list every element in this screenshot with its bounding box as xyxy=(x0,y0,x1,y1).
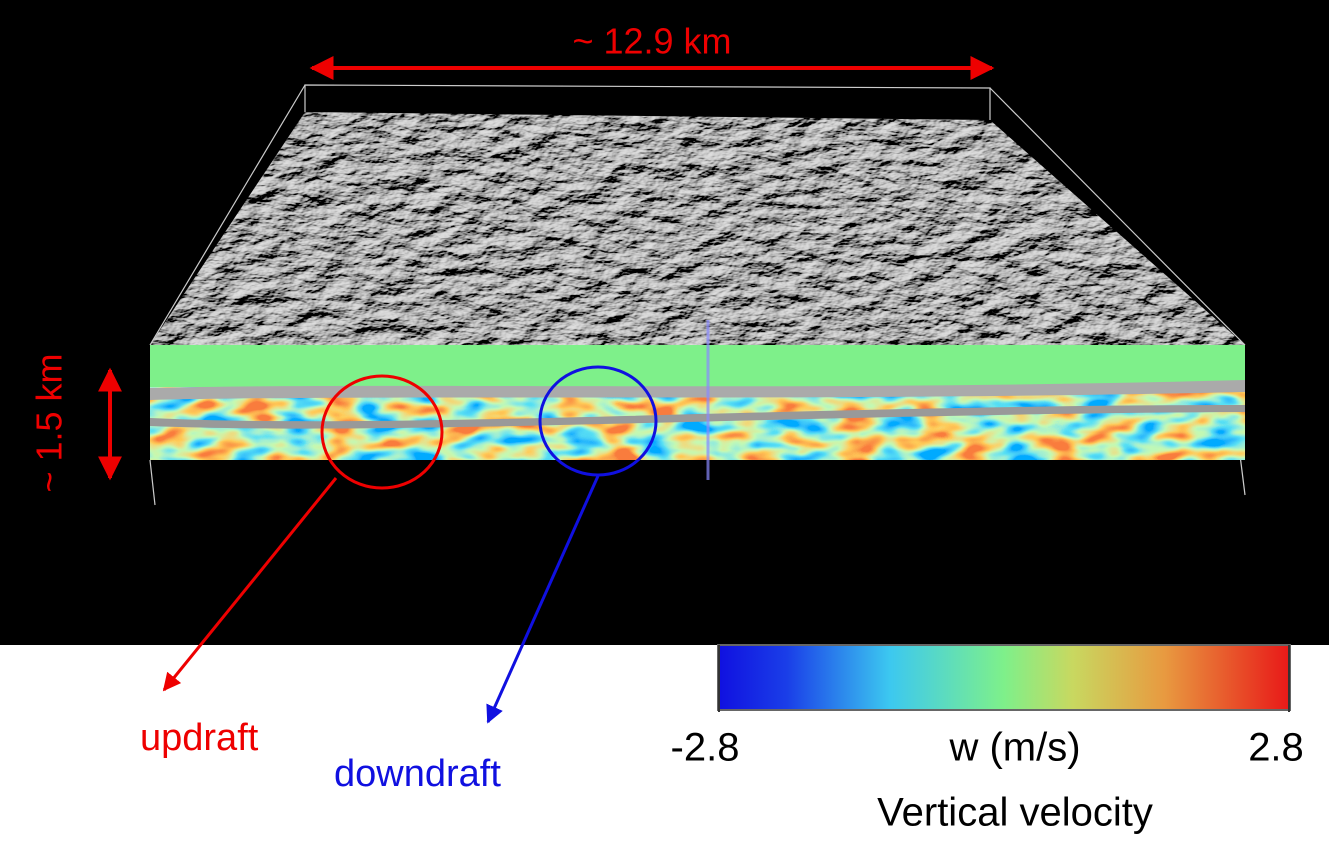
updraft-label: updraft xyxy=(140,717,259,759)
colorbar-min-label: -2.8 xyxy=(671,726,740,770)
colorbar-title: Vertical velocity xyxy=(877,791,1153,835)
height-label: ~ 1.5 km xyxy=(29,353,70,492)
colorbar xyxy=(718,645,1290,710)
upper-layer xyxy=(150,345,1245,387)
width-label: ~ 12.9 km xyxy=(572,21,731,62)
figure: ~ 12.9 km ~ 1.5 km updraft downdraft -2.… xyxy=(0,0,1329,847)
page: ~ 12.9 km ~ 1.5 km updraft downdraft -2.… xyxy=(0,0,1329,847)
colorbar-max-label: 2.8 xyxy=(1248,726,1304,770)
downdraft-label: downdraft xyxy=(334,753,501,795)
colorbar-label: w (m/s) xyxy=(948,726,1080,770)
